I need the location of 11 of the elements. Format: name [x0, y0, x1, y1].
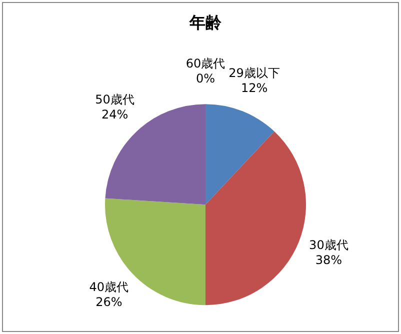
chart-title: 年齢	[188, 12, 222, 32]
slice-label: 30歳代	[309, 238, 348, 252]
data-label: 26%	[96, 294, 122, 309]
slice-label: 50歳代	[95, 92, 134, 107]
data-label: 24%	[101, 108, 128, 122]
slice-label: 29歳以下	[228, 66, 280, 80]
data-label: 12%	[240, 81, 268, 96]
data-label: 38%	[315, 253, 342, 267]
category-label: 60歳代	[186, 56, 226, 71]
text: 0%	[196, 72, 216, 86]
slice-label: 40歳代	[89, 280, 129, 294]
